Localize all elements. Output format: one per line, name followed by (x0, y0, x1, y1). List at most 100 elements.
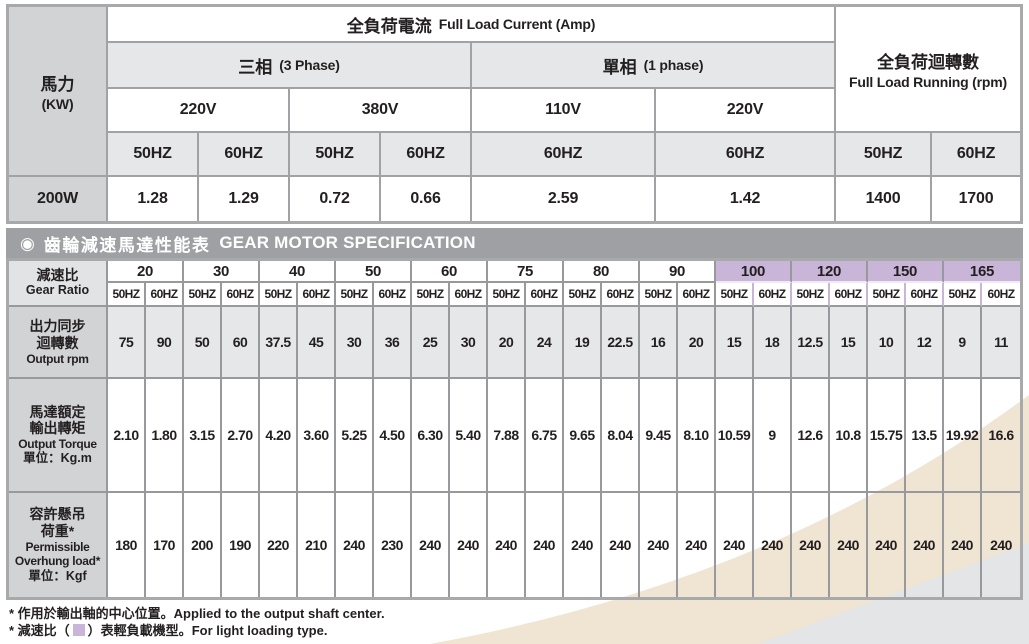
power-header-cell: 馬力 (KW) (9, 7, 106, 175)
freq-cell: 60HZ (472, 133, 654, 175)
footnote-1-zh: * 作用於輸出軸的中心位置。 (9, 606, 174, 621)
freq-subheader-cell: 60HZ (602, 283, 640, 307)
current-header-en: Full Load Current (Amp) (438, 16, 596, 32)
gear-value-cell: 12.6 (792, 379, 830, 493)
freq-subheader-cell: 50HZ (564, 283, 602, 307)
gear-value-cell: 20 (488, 307, 526, 379)
gear-value-cell: 240 (564, 493, 602, 597)
rpm-header-cell: 全負荷迴轉數 Full Load Running (rpm) (836, 7, 1020, 131)
voltage-label: 110V (545, 101, 581, 118)
gear-value-cell: 18 (754, 307, 792, 379)
freq-cell: 60HZ (381, 133, 470, 175)
current-value-cell: 0.72 (290, 177, 379, 221)
gear-value-cell: 30 (336, 307, 374, 379)
gear-value-cell: 3.60 (298, 379, 336, 493)
ratio-cell-40: 40 (260, 261, 336, 283)
gear-value-cell: 240 (944, 493, 982, 597)
gear-value-cell: 220 (260, 493, 298, 597)
ratio-cell-100: 100 (716, 261, 792, 283)
gear-value-cell: 2.70 (222, 379, 260, 493)
freq-subheader-cell: 50HZ (944, 283, 982, 307)
gear-value-cell: 1.80 (146, 379, 184, 493)
freq-subheader-cell: 50HZ (640, 283, 678, 307)
gear-value-cell: 240 (868, 493, 906, 597)
ratio-cell-75: 75 (488, 261, 564, 283)
current-value-cell: 0.66 (381, 177, 470, 221)
gear-value-cell: 10 (868, 307, 906, 379)
freq-subheader-cell: 60HZ (982, 283, 1020, 307)
ratio-cell-30: 30 (184, 261, 260, 283)
gear-value-cell: 10.8 (830, 379, 868, 493)
gear-value-cell: 19 (564, 307, 602, 379)
ratio-cell-120: 120 (792, 261, 868, 283)
gear-motor-spec-table: 減速比 Gear Ratio 出力同步 迴轉數 Output rpm 馬達額定 … (6, 258, 1023, 600)
gear-value-cell: 15 (716, 307, 754, 379)
power-header-zh: 馬力 (40, 75, 75, 94)
voltage-label: 380V (361, 101, 399, 118)
output-torque-label-cell: 馬達額定 輸出轉矩 Output Torque 單位：Kg.m (9, 379, 108, 493)
power-header-en: (KW) (41, 96, 74, 112)
gear-value-cell: 240 (488, 493, 526, 597)
gear-value-cell: 16.6 (982, 379, 1020, 493)
gear-value-cell: 190 (222, 493, 260, 597)
gear-value-cell: 11 (982, 307, 1020, 379)
row-label-line: 馬達額定 (29, 403, 86, 420)
gear-value-cell: 20 (678, 307, 716, 379)
freq-label: 50HZ (315, 145, 354, 162)
gear-value-cell: 9.65 (564, 379, 602, 493)
gear-value-cell: 230 (374, 493, 412, 597)
gear-value-cell: 240 (830, 493, 868, 597)
row-label-line: 單位：Kgf (28, 568, 87, 583)
gear-value-cell: 8.10 (678, 379, 716, 493)
output-rpm-label-cell: 出力同步 迴轉數 Output rpm (9, 307, 108, 379)
freq-label: 50HZ (863, 145, 903, 162)
row-label-line: Permissible (25, 539, 90, 554)
current-value: 2.59 (547, 190, 579, 207)
gear-value-cell: 240 (754, 493, 792, 597)
section-banner: ◉ 齒輪減速馬達性能表 GEAR MOTOR SPECIFICATION (6, 228, 1023, 258)
rpm-value: 1700 (958, 190, 994, 207)
freq-subheader-cell: 50HZ (336, 283, 374, 307)
gear-value-cell: 200 (184, 493, 222, 597)
three-phase-header-cell: 三相 (3 Phase) (108, 43, 470, 87)
power-value: 200W (37, 190, 78, 207)
freq-subheader-cell: 60HZ (526, 283, 564, 307)
power-value-cell: 200W (9, 177, 106, 221)
row-label-line: Overhung load* (14, 554, 101, 569)
light-loading-swatch-icon (72, 624, 85, 636)
freq-subheader-cell: 60HZ (830, 283, 868, 307)
gear-value-cell: 25 (412, 307, 450, 379)
row-label-line: 迴轉數 (36, 334, 79, 351)
current-value: 0.72 (319, 190, 350, 207)
gear-value-cell: 60 (222, 307, 260, 379)
freq-subheader-cell: 60HZ (222, 283, 260, 307)
gear-value-cell: 240 (526, 493, 564, 597)
footnote-2: * 減速比（ ）表輕負載機型。For light loading type. (9, 622, 385, 639)
rpm-header-zh: 全負荷迴轉數 (877, 53, 979, 72)
gear-value-cell: 240 (450, 493, 488, 597)
gear-value-cell: 8.04 (602, 379, 640, 493)
current-value-cell: 1.28 (108, 177, 197, 221)
rpm-value: 1400 (865, 190, 901, 207)
gear-ratio-header-cell: 減速比 Gear Ratio (9, 261, 108, 307)
freq-cell: 50HZ (108, 133, 197, 175)
gear-value-cell: 240 (792, 493, 830, 597)
freq-subheader-cell: 50HZ (792, 283, 830, 307)
gear-value-cell: 2.10 (108, 379, 146, 493)
freq-label: 50HZ (133, 145, 172, 162)
freq-label: 60HZ (406, 145, 445, 162)
ratio-cell-60: 60 (412, 261, 488, 283)
voltage-cell: 220V (108, 89, 288, 131)
voltage-label: 220V (179, 101, 217, 118)
freq-subheader-cell: 50HZ (868, 283, 906, 307)
footnotes: * 作用於輸出軸的中心位置。Applied to the output shaf… (9, 605, 385, 639)
gear-value-cell: 75 (108, 307, 146, 379)
gear-value-cell: 9 (754, 379, 792, 493)
current-value: 0.66 (410, 190, 441, 207)
current-value-cell: 1.29 (199, 177, 288, 221)
freq-subheader-cell: 50HZ (412, 283, 450, 307)
gear-value-cell: 4.20 (260, 379, 298, 493)
freq-subheader-cell: 50HZ (488, 283, 526, 307)
gear-value-cell: 13.5 (906, 379, 944, 493)
